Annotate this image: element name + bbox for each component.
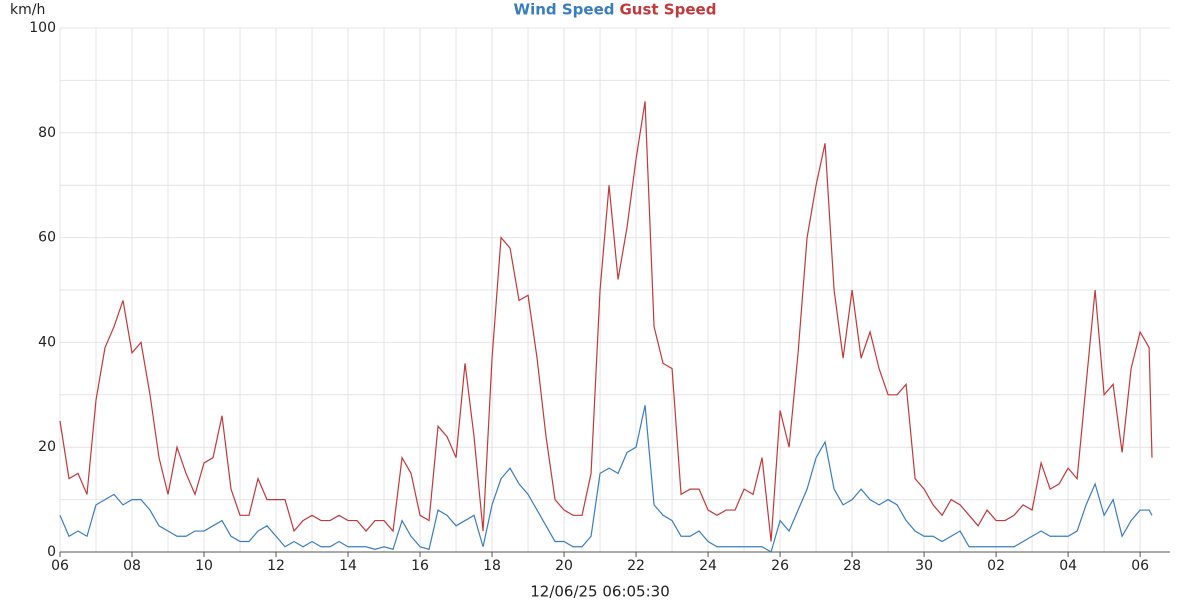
y-axis-label: km/h	[10, 2, 45, 18]
x-tick-label: 06	[1131, 558, 1149, 574]
y-tick-label: 60	[38, 230, 56, 246]
x-tick-label: 26	[771, 558, 789, 574]
x-tick-label: 14	[339, 558, 357, 574]
y-tick-label: 80	[38, 125, 56, 141]
x-tick-label: 16	[411, 558, 429, 574]
x-tick-label: 10	[195, 558, 213, 574]
legend-item: Wind Speed	[514, 1, 615, 19]
x-tick-label: 30	[915, 558, 933, 574]
x-tick-label: 28	[843, 558, 861, 574]
series-line	[59, 101, 1153, 542]
legend-item: Gust Speed	[620, 1, 717, 19]
x-tick-label: 18	[483, 558, 501, 574]
y-tick-label: 40	[38, 334, 56, 350]
y-tick-label: 20	[38, 439, 56, 455]
x-tick-label: 24	[699, 558, 717, 574]
y-tick-label: 0	[47, 544, 56, 560]
x-tick-label: 22	[627, 558, 645, 574]
x-tick-label: 06	[51, 558, 69, 574]
y-tick-label: 100	[29, 20, 56, 36]
x-tick-label: 12	[267, 558, 285, 574]
x-tick-label: 20	[555, 558, 573, 574]
x-tick-label: 08	[123, 558, 141, 574]
x-tick-label: 04	[1059, 558, 1077, 574]
x-axis-label: 12/06/25 06:05:30	[530, 583, 670, 600]
series-line	[59, 405, 1153, 553]
x-tick-label: 02	[987, 558, 1005, 574]
